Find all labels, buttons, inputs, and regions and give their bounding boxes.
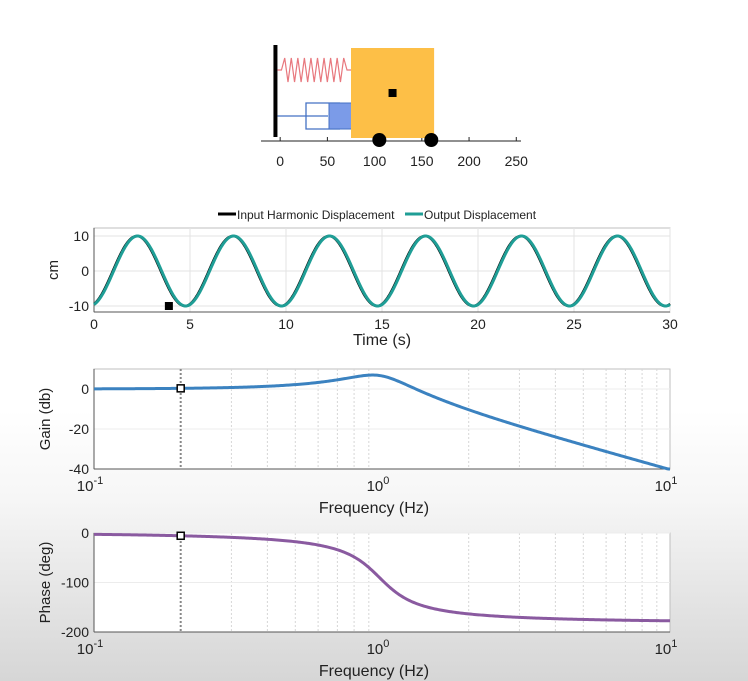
spring bbox=[277, 57, 351, 83]
time-y-tick-label: 0 bbox=[81, 263, 89, 279]
bode-x-label: Frequency (Hz) bbox=[319, 500, 429, 517]
bode-x-tick-label: 101 bbox=[655, 475, 678, 495]
time-x-tick-label: 15 bbox=[374, 316, 390, 332]
legend-input-label: Input Harmonic Displacement bbox=[237, 208, 395, 222]
diagram-x-tick-label: 150 bbox=[410, 153, 434, 169]
diagram-x-tick-label: 0 bbox=[276, 153, 284, 169]
time-y-label: cm bbox=[45, 260, 62, 280]
bode-y-tick-label: -100 bbox=[61, 575, 89, 591]
bode-y-tick-label: -200 bbox=[61, 624, 89, 640]
bode-y-tick-label: 0 bbox=[81, 381, 89, 397]
bode-y-tick-label: 0 bbox=[81, 525, 89, 541]
time-y-tick-label: -10 bbox=[69, 298, 89, 314]
bode-y-label: Phase (deg) bbox=[37, 542, 54, 624]
diagram-x-tick-label: 250 bbox=[505, 153, 529, 169]
bode-marker-point bbox=[176, 531, 185, 541]
damper-cylinder bbox=[305, 102, 340, 130]
time-x-tick-label: 30 bbox=[662, 316, 678, 332]
diagram-x-tick-label: 200 bbox=[457, 153, 481, 169]
legend-output-label: Output Displacement bbox=[424, 208, 537, 222]
time-legend: Input Harmonic Displacement Output Displa… bbox=[218, 208, 537, 222]
mass-center-marker bbox=[388, 89, 397, 97]
time-marker bbox=[164, 302, 173, 310]
output-displacement-line bbox=[93, 234, 671, 308]
bode-x-tick-label: 101 bbox=[655, 638, 678, 658]
damper-piston bbox=[328, 102, 355, 130]
time-x-tick-label: 20 bbox=[470, 316, 486, 332]
diagram-x-tick-label: 100 bbox=[363, 153, 387, 169]
time-y-tick-label: 10 bbox=[73, 228, 89, 244]
time-x-tick-label: 5 bbox=[186, 316, 194, 332]
wall bbox=[273, 45, 278, 137]
time-x-tick-label: 25 bbox=[566, 316, 582, 332]
bode-y-tick-label: -20 bbox=[69, 421, 89, 437]
time-x-label: Time (s) bbox=[353, 332, 411, 349]
bode-y-tick-label: -40 bbox=[69, 461, 89, 477]
mass-spring-damper-diagram: 0 50 100 150 200 250 bbox=[261, 45, 528, 169]
bode-x-tick-label: 100 bbox=[367, 638, 390, 658]
plot-frame bbox=[93, 368, 671, 470]
phase-curve bbox=[93, 532, 671, 623]
bode-x-label: Frequency (Hz) bbox=[319, 663, 429, 680]
bode-x-tick-label: 10-1 bbox=[77, 475, 103, 495]
bode-marker-point bbox=[176, 384, 185, 393]
wheel bbox=[424, 133, 439, 147]
gain-curve bbox=[93, 373, 670, 471]
time-x-tick-label: 0 bbox=[90, 316, 98, 332]
wheel bbox=[372, 133, 387, 147]
diagram-x-tick-label: 50 bbox=[320, 153, 336, 169]
bode-y-label: Gain (db) bbox=[37, 388, 54, 451]
time-x-tick-label: 10 bbox=[278, 316, 294, 332]
bode-x-tick-label: 100 bbox=[367, 475, 390, 495]
bode-x-tick-label: 10-1 bbox=[77, 638, 103, 658]
